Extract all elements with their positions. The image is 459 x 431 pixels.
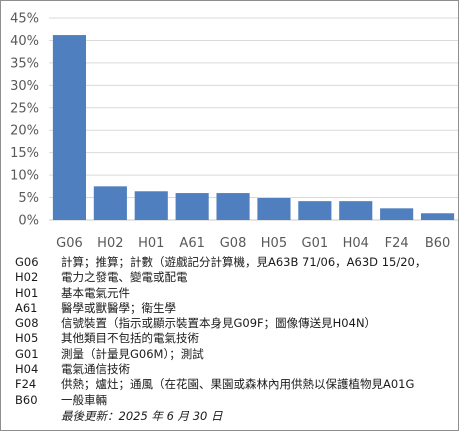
legend-description: 電力之發電、變電或配電 <box>61 270 188 285</box>
x-category-label: F24 <box>385 236 409 251</box>
y-tick-label: 45% <box>10 12 39 27</box>
legend-code: G08 <box>15 316 39 331</box>
x-category-label: H04 <box>343 236 369 251</box>
x-category-label: H02 <box>97 236 123 251</box>
legend-row: F24 供熱；爐灶；通風（在花園、果園或森林內用供熱以保護植物見A01G <box>15 377 455 392</box>
legend-code: H02 <box>15 270 39 285</box>
legend-description: 一般車輛 <box>61 392 107 407</box>
legend-description: 其他類目不包括的電氣技術 <box>61 331 199 346</box>
x-category-label: H01 <box>138 236 164 251</box>
legend-code: H05 <box>15 331 39 346</box>
bar-f24 <box>380 208 414 220</box>
legend-description: 電氣通信技術 <box>61 362 130 377</box>
legend-row: H02 電力之發電、變電或配電 <box>15 270 455 285</box>
bar-b60 <box>420 213 455 220</box>
legend-description: 信號裝置（指示或顯示裝置本身見G09F；圖像傳送見H04N） <box>61 316 377 331</box>
legend-row: H04 電氣通信技術 <box>15 362 455 377</box>
y-axis-ticks: 0% 5% 10% 15% 20% 25% 30% 35% 40% 45% <box>10 12 39 229</box>
legend-description: 醫學或獸醫學；衛生學 <box>61 300 176 315</box>
legend-code: B60 <box>15 392 38 407</box>
legend-code: H04 <box>15 362 39 377</box>
legend-code: H01 <box>15 285 39 300</box>
legend-description: 供熱；爐灶；通風（在花園、果園或森林內用供熱以保護植物見A01G <box>61 377 415 392</box>
legend-row: A61 醫學或獸醫學；衛生學 <box>15 301 455 316</box>
y-tick-label: 15% <box>10 146 39 161</box>
bar-h05 <box>257 198 291 220</box>
x-category-label: G06 <box>56 236 83 251</box>
ipc-legend: G06 計算；推算；計數（遊戲記分計算機，見A63B 71/06，A63D 15/… <box>15 255 455 408</box>
x-category-label: A61 <box>179 236 204 251</box>
legend-row: B60 一般車輛 <box>15 393 455 408</box>
y-tick-label: 0% <box>18 214 39 229</box>
bar-h02 <box>93 186 127 220</box>
legend-row: H05 其他類目不包括的電氣技術 <box>15 331 455 346</box>
x-category-label: H05 <box>261 236 287 251</box>
y-tick-label: 10% <box>10 169 39 184</box>
bar-g06 <box>52 35 87 221</box>
x-category-label: G01 <box>302 236 329 251</box>
legend-description: 測量（計量見G06M）；測試 <box>61 346 204 361</box>
legend-code: F24 <box>15 377 37 392</box>
last-updated: 最後更新：2025 年 6 月 30 日 <box>61 409 223 423</box>
bar-chart: 0% 5% 10% 15% 20% 25% 30% 35% 40% 45% G06 H02 H01 A6… <box>10 12 458 251</box>
bar-a61 <box>175 193 209 220</box>
y-tick-label: 5% <box>18 191 39 206</box>
legend-row: H01 基本電氣元件 <box>15 286 455 301</box>
legend-row: G01 測量（計量見G06M）；測試 <box>15 347 455 362</box>
bar-g01 <box>298 201 332 220</box>
legend-code: G06 <box>15 255 39 269</box>
bar-g08 <box>216 193 250 220</box>
legend-row: G08 信號裝置（指示或顯示裝置本身見G09F；圖像傳送見H04N） <box>15 316 455 331</box>
legend-description: 計算；推算；計數（遊戲記分計算機，見A63B 71/06，A63D 15/20， <box>61 255 427 269</box>
y-tick-label: 20% <box>10 124 39 139</box>
bars <box>52 35 455 221</box>
y-tick-label: 30% <box>10 79 39 94</box>
bar-h04 <box>339 201 373 220</box>
x-category-label: G08 <box>220 236 247 251</box>
legend-row: G06 計算；推算；計數（遊戲記分計算機，見A63B 71/06，A63D 15/… <box>15 255 455 270</box>
x-axis-categories: G06 H02 H01 A61 G08 H05 G01 H04 F24 B60 <box>56 236 450 251</box>
y-tick-label: 35% <box>10 56 39 71</box>
legend-code: A61 <box>15 300 38 315</box>
legend-code: G01 <box>15 346 39 361</box>
legend-description: 基本電氣元件 <box>61 285 130 300</box>
x-category-label: B60 <box>425 236 450 251</box>
y-tick-label: 40% <box>10 34 39 49</box>
bar-h01 <box>134 191 168 220</box>
y-tick-label: 25% <box>10 101 39 116</box>
